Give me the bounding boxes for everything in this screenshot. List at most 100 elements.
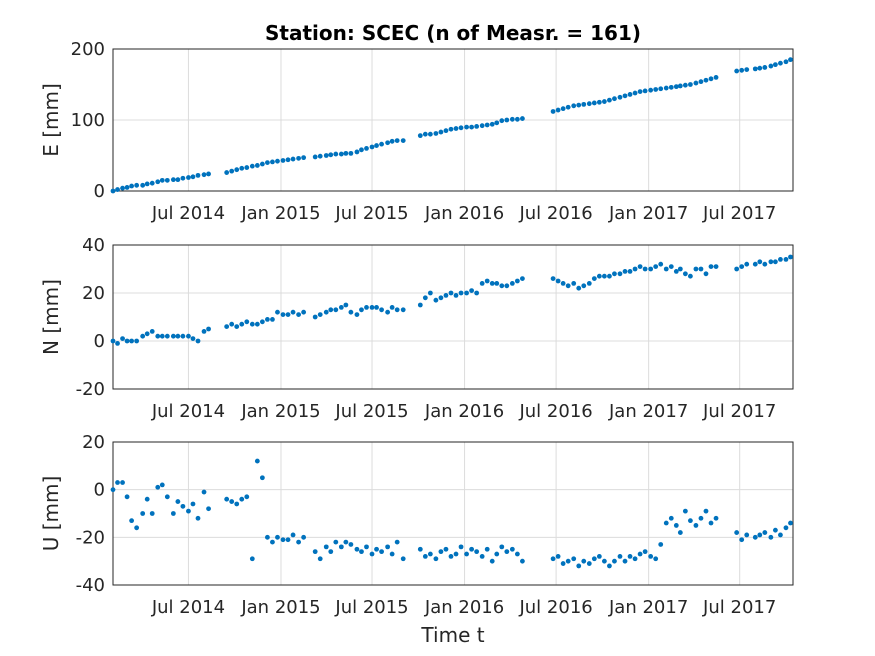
data-point [229, 168, 235, 174]
data-point [190, 336, 196, 341]
data-point [443, 128, 449, 134]
data-point [752, 66, 758, 72]
data-point [494, 120, 500, 126]
data-point [328, 152, 334, 158]
data-point [301, 534, 307, 540]
data-point [453, 551, 459, 557]
data-point [734, 68, 740, 74]
data-point [195, 338, 201, 344]
data-point [265, 534, 270, 540]
data-point [290, 309, 296, 315]
data-point [668, 515, 674, 521]
data-point [149, 511, 155, 516]
data-point [698, 266, 704, 272]
data-point [389, 305, 395, 310]
data-point [586, 281, 592, 286]
data-point [229, 499, 235, 504]
data-point [565, 558, 571, 564]
data-point [484, 278, 490, 284]
data-point [254, 163, 260, 168]
data-point [504, 549, 510, 555]
data-point [159, 482, 165, 488]
data-point [499, 283, 505, 289]
data-point [328, 549, 334, 555]
x-tick-label: Jan 2016 [424, 401, 504, 422]
data-point [333, 539, 339, 545]
data-point [632, 556, 638, 562]
y-tick-label: -20 [76, 379, 105, 400]
data-point [744, 532, 750, 538]
axes-frame [112, 441, 794, 586]
data-point [239, 165, 245, 171]
data-point [201, 172, 207, 178]
data-point [768, 63, 774, 69]
data-point [296, 155, 301, 161]
data-point [509, 281, 515, 286]
data-point [195, 515, 201, 521]
data-point [317, 153, 323, 159]
data-point [144, 181, 150, 187]
data-point [369, 144, 375, 150]
data-point [581, 283, 587, 289]
data-point [739, 264, 745, 269]
data-point [453, 293, 459, 298]
data-point [427, 551, 433, 557]
data-point [159, 177, 165, 183]
data-point [757, 259, 763, 265]
data-point [417, 133, 423, 139]
data-point [658, 86, 664, 92]
data-point [772, 527, 778, 533]
data-point [364, 305, 369, 310]
data-point [134, 525, 140, 531]
data-point [379, 549, 384, 555]
data-point [596, 273, 602, 279]
y-tick-label: 20 [82, 432, 105, 453]
data-point [489, 121, 495, 127]
data-point [385, 140, 391, 146]
data-point [778, 532, 783, 538]
data-point [581, 101, 587, 107]
data-point [484, 546, 490, 552]
data-point [265, 160, 270, 166]
data-point [453, 126, 459, 131]
data-point [275, 158, 280, 164]
data-point [201, 489, 207, 495]
data-point [783, 59, 789, 65]
data-point [458, 544, 464, 550]
data-point [576, 102, 582, 108]
data-point [479, 554, 485, 559]
data-point [653, 556, 659, 562]
data-point [708, 520, 714, 526]
data-point [484, 122, 490, 128]
data-point [571, 281, 577, 286]
data-point [734, 530, 740, 535]
data-point [617, 271, 623, 277]
data-point [270, 539, 275, 545]
data-point [479, 281, 485, 286]
axes-frame [112, 48, 794, 192]
data-point [601, 558, 607, 564]
data-point [708, 264, 714, 269]
data-point [195, 172, 201, 178]
data-point [520, 558, 525, 564]
data-point [120, 336, 125, 341]
data-point [244, 494, 250, 500]
data-point [762, 261, 768, 267]
data-point [124, 494, 130, 500]
data-point [239, 496, 245, 502]
data-point [739, 67, 745, 73]
data-point [648, 266, 654, 272]
data-point [239, 321, 245, 327]
data-point [509, 116, 515, 122]
data-point [417, 546, 423, 552]
data-point [124, 185, 130, 190]
data-point [369, 305, 375, 310]
data-point [224, 324, 230, 329]
data-point [464, 124, 469, 130]
data-point [110, 188, 116, 194]
data-point [374, 546, 379, 552]
data-point [180, 175, 186, 181]
data-point [385, 544, 391, 550]
data-point [323, 153, 329, 158]
data-point [333, 151, 339, 157]
